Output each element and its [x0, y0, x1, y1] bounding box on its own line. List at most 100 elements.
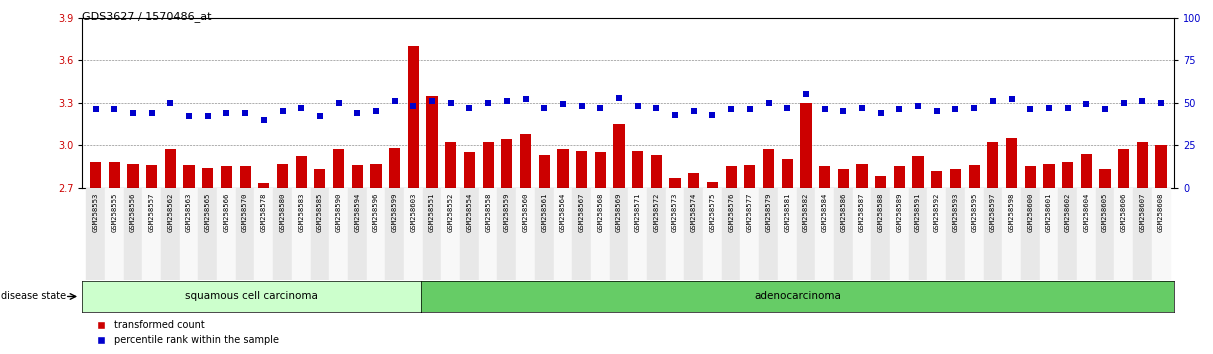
Bar [370, 164, 382, 188]
Bar [725, 166, 736, 188]
Bar [1156, 145, 1167, 188]
Point [684, 108, 704, 114]
Bar [520, 134, 531, 188]
Bar [1043, 164, 1054, 188]
Bar [968, 165, 980, 188]
Text: GSM258604: GSM258604 [1083, 192, 1089, 232]
Point [329, 100, 348, 105]
Point [853, 105, 872, 110]
Point [1002, 96, 1021, 102]
Point [871, 110, 890, 116]
Bar [427, 96, 438, 188]
Point [124, 110, 143, 116]
Text: GSM258575: GSM258575 [710, 192, 716, 232]
Text: GSM258593: GSM258593 [952, 192, 958, 232]
Bar [650, 155, 662, 188]
Text: GSM258577: GSM258577 [747, 192, 753, 232]
Bar [127, 164, 138, 188]
Bar [334, 149, 344, 188]
Bar [576, 151, 587, 188]
Bar [479, 188, 497, 280]
Text: GSM258572: GSM258572 [654, 192, 660, 232]
Bar [497, 188, 517, 280]
Point [291, 105, 311, 110]
Text: GSM258569: GSM258569 [616, 192, 622, 232]
Bar [707, 182, 718, 188]
Bar [539, 155, 549, 188]
Bar [292, 188, 311, 280]
Text: GSM258552: GSM258552 [448, 192, 454, 232]
Bar [386, 188, 404, 280]
Bar [909, 188, 928, 280]
Bar [614, 124, 625, 188]
Text: GSM258570: GSM258570 [243, 192, 249, 232]
Text: GDS3627 / 1570486_at: GDS3627 / 1570486_at [82, 11, 212, 22]
Bar [1081, 154, 1092, 188]
Point [927, 108, 946, 114]
Bar [1006, 138, 1018, 188]
Point [422, 98, 442, 104]
Text: GSM258596: GSM258596 [372, 192, 378, 232]
Text: GSM258562: GSM258562 [167, 192, 173, 232]
Bar [1118, 149, 1129, 188]
Bar [311, 188, 329, 280]
Point [273, 108, 292, 114]
Point [86, 107, 106, 112]
Text: GSM258560: GSM258560 [523, 192, 529, 232]
Bar [517, 188, 535, 280]
Bar [684, 188, 704, 280]
Bar [759, 188, 778, 280]
Bar [1025, 166, 1036, 188]
Point [909, 103, 928, 109]
Bar [1099, 169, 1111, 188]
Point [254, 117, 273, 122]
Bar [819, 166, 830, 188]
Text: GSM258600: GSM258600 [1027, 192, 1033, 232]
Bar [277, 164, 289, 188]
Point [553, 102, 573, 107]
Bar [329, 188, 348, 280]
Point [591, 105, 610, 110]
Bar [203, 168, 213, 188]
Point [984, 98, 1003, 104]
Bar [180, 188, 199, 280]
Text: GSM258566: GSM258566 [223, 192, 229, 232]
Point [628, 103, 648, 109]
Point [535, 105, 554, 110]
Bar [632, 151, 643, 188]
Text: GSM258573: GSM258573 [672, 192, 678, 232]
Text: GSM258578: GSM258578 [261, 192, 267, 232]
Bar [296, 156, 307, 188]
Bar [778, 188, 797, 280]
Bar [815, 188, 835, 280]
Text: GSM258588: GSM258588 [878, 192, 884, 232]
Point [796, 91, 815, 97]
Bar [928, 188, 946, 280]
Text: GSM258583: GSM258583 [298, 192, 304, 232]
Bar [535, 188, 553, 280]
Bar [763, 149, 774, 188]
Text: GSM258608: GSM258608 [1158, 192, 1164, 232]
Point [833, 108, 853, 114]
Bar [1077, 188, 1095, 280]
Point [778, 105, 797, 110]
Point [647, 105, 666, 110]
Bar [987, 142, 998, 188]
Bar [366, 188, 386, 280]
Point [180, 113, 199, 119]
Text: GSM258584: GSM258584 [821, 192, 827, 232]
Bar [273, 188, 292, 280]
Point [160, 100, 180, 105]
Text: GSM258555: GSM258555 [112, 192, 118, 232]
Text: GSM258559: GSM258559 [503, 192, 509, 232]
Text: GSM258567: GSM258567 [579, 192, 585, 232]
Text: squamous cell carcinoma: squamous cell carcinoma [186, 291, 318, 302]
Text: GSM258606: GSM258606 [1121, 192, 1127, 232]
Text: GSM258594: GSM258594 [354, 192, 360, 232]
Text: GSM258551: GSM258551 [429, 192, 435, 232]
Text: GSM258565: GSM258565 [205, 192, 211, 232]
Point [198, 113, 217, 119]
Point [404, 103, 423, 109]
Bar [86, 188, 104, 280]
Point [235, 110, 255, 116]
